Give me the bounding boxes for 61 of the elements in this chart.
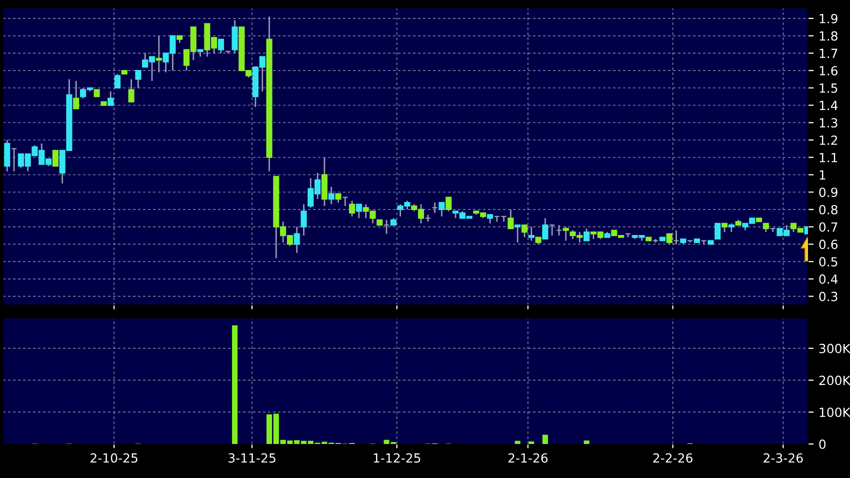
y-tick-label: 1.8 (820, 31, 838, 41)
y-tick-label: 0.6 (819, 240, 838, 250)
y-tick-label: 0.7 (819, 222, 838, 232)
candlestick (328, 186, 334, 205)
candlestick (508, 208, 514, 230)
y-tick-label: 1.1 (820, 153, 838, 162)
candlestick (446, 196, 452, 212)
x-tick-label: 2-2-26 (653, 453, 692, 463)
candlestick (108, 90, 114, 106)
x-tick-label: 1-12-25 (374, 453, 420, 463)
candlestick (432, 202, 438, 214)
y-tick-label: 1.6 (820, 66, 838, 76)
candlestick (342, 196, 348, 207)
candlestick (494, 216, 500, 222)
candlestick (349, 200, 356, 218)
candlestick (521, 224, 528, 238)
y-tick-label: 0.8 (819, 204, 838, 214)
candlestick (673, 230, 680, 245)
candlestick (556, 224, 562, 236)
candlestick (11, 148, 18, 172)
y-tick-label: 0.5 (819, 257, 838, 267)
candlestick (218, 38, 224, 54)
candlestick (73, 80, 80, 110)
candlestick (584, 228, 590, 242)
candlestick (128, 78, 134, 102)
x-tick-label: 3-11-25 (228, 453, 276, 463)
x-tick-label: 2-10-25 (90, 453, 138, 463)
y-tick-label: 1 (820, 170, 826, 180)
candlestick (52, 150, 58, 167)
x-tick-label: 2-1-26 (508, 453, 548, 463)
y-tick-label: 1.5 (820, 84, 838, 93)
candlestick (383, 219, 390, 234)
candlestick (232, 19, 238, 54)
candlestick (135, 70, 142, 89)
y-tick-label: 0.4 (819, 274, 838, 284)
bar (232, 325, 238, 444)
candlestick (294, 226, 300, 254)
candlestick (156, 35, 162, 73)
candlestick (714, 222, 721, 240)
y-tick-label: 1.7 (820, 48, 838, 58)
candlestick (514, 224, 521, 244)
y-tick-label: 1.4 (820, 100, 838, 110)
candlestick (114, 73, 121, 89)
candlestick (528, 226, 534, 242)
candlestick (300, 204, 307, 236)
candlestick (500, 216, 507, 222)
bar (528, 441, 534, 444)
y-tick-label: 1.2 (820, 135, 838, 145)
y-tick-label: 0 (819, 439, 826, 449)
candlestick (424, 214, 431, 222)
bar (542, 434, 548, 444)
candlestick (549, 224, 556, 236)
candlestick (770, 228, 776, 233)
x-tick-label: 2-3-26 (764, 453, 803, 463)
y-tick-label: 0.9 (819, 188, 838, 198)
y-tick-label: 1.9 (820, 14, 838, 24)
bar (514, 440, 520, 444)
candlestick (356, 204, 362, 219)
y-tick-label: 1.3 (820, 118, 838, 128)
bar (584, 440, 590, 444)
y-tick-label: 0.3 (819, 292, 838, 302)
